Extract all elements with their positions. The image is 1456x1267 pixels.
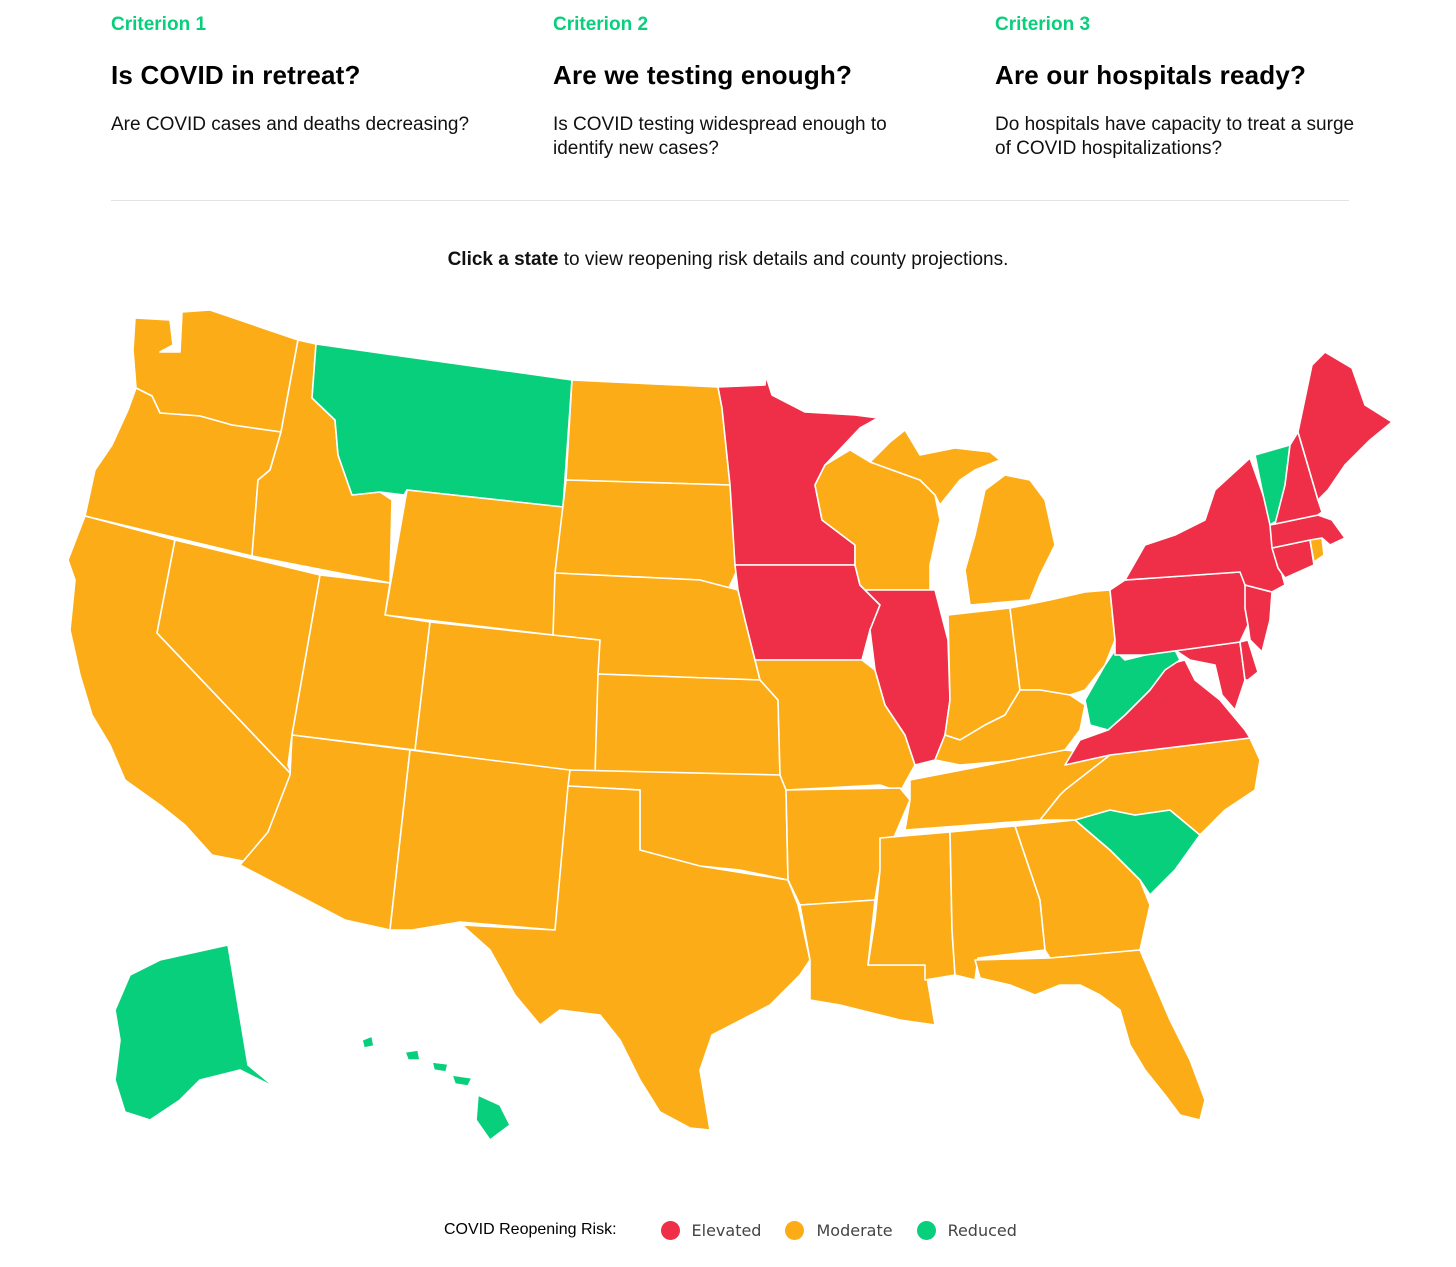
criterion-label: Criterion 3 [995,14,1091,35]
legend-item-reduced: Reduced [916,1220,1017,1240]
legend-title: COVID Reopening Risk: [444,1221,617,1238]
state-NJ[interactable] [1244,584,1273,653]
state-FL[interactable] [974,949,1206,1121]
moderate-dot-icon [785,1220,805,1240]
state-NM[interactable] [389,749,571,931]
instruction-rest: to view reopening risk details and count… [558,249,1009,270]
criterion-title: Is COVID in retreat? [111,60,361,90]
state-TX[interactable] [461,785,811,1131]
state-DE[interactable] [1239,639,1259,681]
state-ME[interactable] [1297,351,1393,501]
criterion-label: Criterion 2 [553,14,649,35]
state-ND[interactable] [565,379,731,486]
state-NC[interactable] [1039,737,1261,836]
criterion-description: Are COVID cases and deaths decreasing? [111,114,470,135]
criterion-description: Is COVID testing widespread enough to id… [553,114,887,159]
map-instruction: Click a state to view reopening risk det… [0,249,1456,271]
legend-label: Elevated [691,1220,762,1240]
state-SD[interactable] [554,479,739,591]
criterion-2: Criterion 2 Are we testing enough? Is CO… [553,14,913,161]
state-AK[interactable] [114,944,321,1121]
state-WY[interactable] [384,489,564,636]
state-MS[interactable] [867,831,956,981]
criterion-1: Criterion 1 Is COVID in retreat? Are COV… [111,14,471,137]
reduced-dot-icon [916,1220,936,1240]
us-risk-map [67,309,1393,1141]
criteria-section: Criterion 1 Is COVID in retreat? Are COV… [111,14,1354,164]
state-MI[interactable] [869,429,1056,606]
criterion-title: Are our hospitals ready? [995,60,1307,90]
state-CO[interactable] [414,621,601,776]
elevated-dot-icon [660,1220,680,1240]
criterion-title: Are we testing enough? [553,60,853,90]
state-MT[interactable] [311,343,573,508]
instruction-bold: Click a state [447,249,559,270]
criterion-description: Do hospitals have capacity to treat a su… [995,114,1355,159]
state-KS[interactable] [594,673,781,776]
legend-label: Moderate [816,1220,893,1240]
legend-item-elevated: Elevated [660,1220,762,1240]
state-PA[interactable] [1109,571,1251,656]
state-MA[interactable] [1269,514,1346,549]
section-divider [111,200,1349,201]
state-HI[interactable] [361,1035,511,1141]
legend-label: Reduced [947,1220,1017,1240]
criterion-label: Criterion 1 [111,14,207,35]
risk-legend: COVID Reopening Risk: Elevated Moderate … [444,1214,1041,1246]
legend-item-moderate: Moderate [785,1220,893,1240]
criterion-3: Criterion 3 Are our hospitals ready? Do … [995,14,1355,161]
